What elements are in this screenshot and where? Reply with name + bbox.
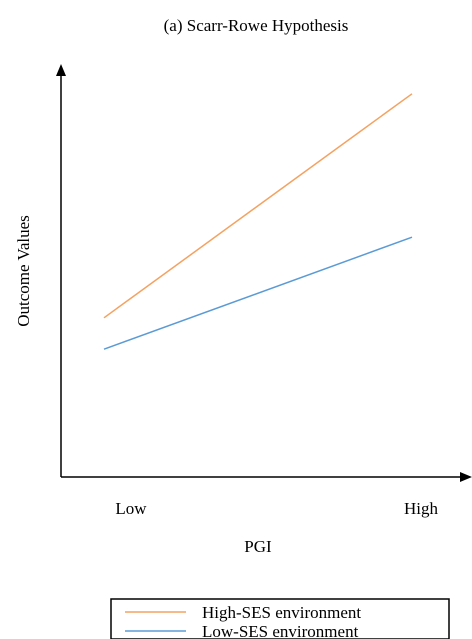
series-line-high-ses-environment [103, 93, 413, 319]
series-lines [103, 93, 413, 350]
legend-label-high-ses-environment: High-SES environment [202, 603, 361, 622]
series-line-low-ses-environment [103, 236, 413, 350]
x-tick-label-low: Low [115, 499, 147, 518]
legend-label-low-ses-environment: Low-SES environment [202, 622, 359, 639]
legend-box [110, 598, 450, 639]
x-axis-arrow [460, 472, 472, 482]
x-tick-labels: Low High [115, 499, 438, 518]
y-axis-label: Outcome Values [14, 215, 33, 327]
chart-title: (a) Scarr-Rowe Hypothesis [164, 16, 349, 35]
x-tick-label-high: High [404, 499, 439, 518]
y-axis-arrow [56, 64, 66, 76]
axes [56, 64, 472, 482]
x-axis-label: PGI [244, 537, 272, 556]
